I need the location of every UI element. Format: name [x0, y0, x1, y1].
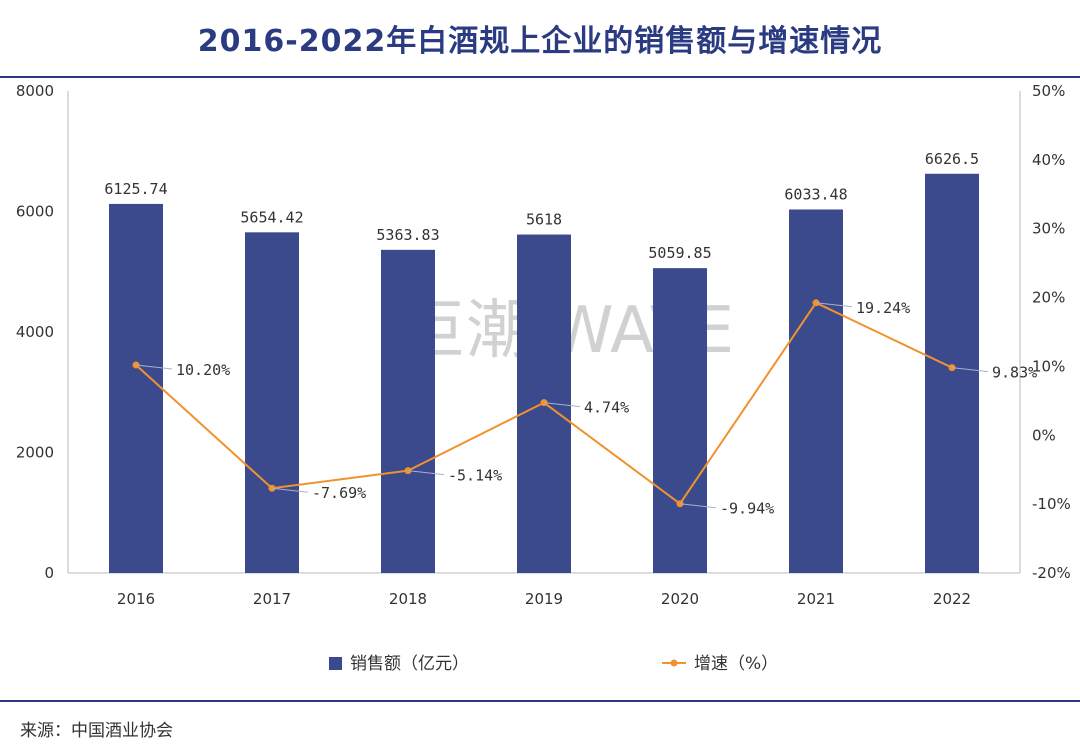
- x-tick-label: 2019: [525, 590, 563, 608]
- y-right-tick-label: -20%: [1032, 564, 1071, 582]
- legend-bar-swatch: [329, 657, 342, 670]
- label-leader-line: [407, 470, 445, 476]
- y-left-tick-label: 0: [44, 564, 54, 582]
- growth-value-label: 19.24%: [856, 299, 910, 317]
- bar-value-label: 6033.48: [784, 185, 847, 203]
- bar-value-label: 5654.42: [240, 208, 303, 226]
- bar-value-label: 5618: [526, 211, 562, 229]
- growth-value-label: -7.69%: [312, 484, 366, 502]
- y-right-tick-label: 30%: [1032, 220, 1065, 238]
- legend-line-marker: [670, 659, 678, 667]
- bar-value-label: 6626.5: [925, 150, 979, 168]
- label-leader-line: [951, 367, 989, 373]
- legend-line-label: 增速（%）: [694, 654, 778, 674]
- x-tick-label: 2020: [661, 590, 699, 608]
- bar-value-label: 5059.85: [648, 244, 711, 262]
- title-divider: [0, 76, 1080, 78]
- label-leader-line: [271, 487, 309, 493]
- bar: [245, 232, 299, 573]
- x-tick-label: 2018: [389, 590, 427, 608]
- bar: [109, 203, 163, 573]
- label-leader-line: [679, 503, 717, 509]
- y-left-tick-label: 2000: [16, 444, 54, 462]
- growth-value-label: -5.14%: [448, 467, 502, 485]
- y-right-tick-label: 50%: [1032, 82, 1065, 100]
- footer-divider: [0, 700, 1080, 702]
- bar-value-label: 5363.83: [376, 226, 439, 244]
- label-leader-line: [135, 364, 173, 370]
- bar: [653, 268, 707, 573]
- y-right-tick-label: 40%: [1032, 151, 1065, 169]
- x-tick-label: 2021: [797, 590, 835, 608]
- y-right-tick-label: -10%: [1032, 495, 1071, 513]
- x-tick-label: 2016: [117, 590, 155, 608]
- growth-value-label: 10.20%: [176, 361, 230, 379]
- chart-canvas: 巨潮 WAVE 02000400060008000-20%-10%0%10%20…: [16, 82, 1071, 674]
- growth-value-label: -9.94%: [720, 500, 774, 518]
- y-right-tick-label: 10%: [1032, 357, 1065, 375]
- bar: [789, 209, 843, 573]
- x-tick-label: 2017: [253, 590, 291, 608]
- y-left-tick-label: 6000: [16, 203, 54, 221]
- growth-value-label: 4.74%: [584, 399, 629, 417]
- legend-bar-label: 销售额（亿元）: [350, 654, 469, 674]
- label-leader-line: [815, 302, 853, 308]
- bar: [381, 249, 435, 574]
- y-left-tick-label: 4000: [16, 323, 54, 341]
- source-note: 来源：中国酒业协会: [20, 721, 173, 741]
- growth-value-label: 9.83%: [992, 364, 1037, 382]
- y-right-tick-label: 20%: [1032, 289, 1065, 307]
- y-right-tick-label: 0%: [1032, 426, 1056, 444]
- bar-value-label: 6125.74: [104, 180, 167, 198]
- y-left-tick-label: 8000: [16, 82, 54, 100]
- bar: [925, 173, 979, 574]
- chart-title: 2016-2022年白酒规上企业的销售额与增速情况: [197, 24, 883, 59]
- label-leader-line: [543, 402, 581, 408]
- x-tick-label: 2022: [933, 590, 971, 608]
